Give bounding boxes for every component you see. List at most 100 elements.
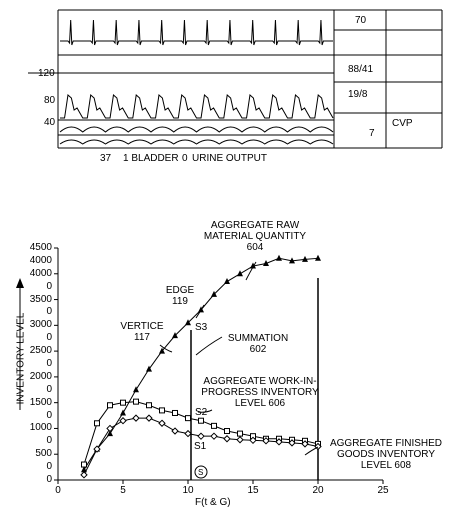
y-tick-label-minor: 0: [46, 306, 52, 318]
scale-80: 80: [44, 95, 56, 106]
vertice-line-1: VERTICE: [120, 321, 164, 332]
y-tick-label-minor: 0: [46, 461, 52, 473]
finished-line-1: AGGREGATE FINISHED: [329, 438, 443, 449]
data-point-diamond: [80, 471, 88, 479]
annotation-leaders: [159, 261, 319, 456]
reading-pap: 19/8: [348, 89, 368, 100]
data-point-diamond: [132, 414, 140, 422]
data-point-triangle: [276, 254, 282, 261]
y-tick-label: 3000: [29, 319, 52, 331]
data-point-triangle: [211, 290, 217, 297]
data-point-diamond: [158, 419, 166, 427]
x-tick-label: 15: [247, 485, 259, 496]
urine-value: 0: [182, 153, 188, 164]
y-tick-label: 1000: [29, 422, 52, 434]
finished-line-2: GOODS INVENTORY: [337, 449, 435, 460]
data-point-triangle: [263, 259, 269, 266]
x-tick-marks: [57, 480, 384, 484]
s-circle-label: S: [198, 468, 204, 477]
scale-40: 40: [44, 117, 56, 128]
raw-material-line-3: 604: [246, 242, 264, 253]
data-point-square: [94, 420, 100, 427]
data-point-diamond: [288, 439, 296, 447]
y-tick-label: 2000: [29, 370, 52, 382]
summation-line-1: SUMMATION: [227, 333, 289, 344]
data-point-diamond: [223, 435, 231, 443]
y-tick-label: 3500: [29, 293, 52, 305]
wip-line-2: PROGRESS INVENTORY: [201, 387, 319, 398]
data-point-diamond: [262, 437, 270, 445]
data-point-diamond: [145, 414, 153, 422]
data-point-triangle: [185, 319, 191, 326]
urine-label: URINE OUTPUT: [192, 153, 267, 164]
vertice-line-2: 117: [134, 332, 150, 343]
y-tick-label: 4000: [29, 267, 52, 279]
y-tick-label-minor: 0: [46, 383, 52, 395]
y-tick-label-minor: 0: [46, 280, 52, 292]
data-point-triangle: [107, 430, 113, 437]
cvp-label: CVP: [392, 118, 413, 129]
y-tick-label: 500: [35, 448, 52, 460]
data-point-diamond: [236, 436, 244, 444]
y-tick-label: 1500: [29, 396, 52, 408]
data-point-diamond: [249, 436, 257, 445]
data-point-square: [107, 402, 113, 409]
x-axis-label: F(t & G): [195, 497, 231, 508]
vertice-annotation: VERTICE 117: [114, 321, 170, 343]
y-tick-label: 4500: [29, 242, 52, 253]
y-tick-label: 0: [46, 474, 52, 485]
data-point-diamond: [197, 432, 205, 440]
data-point-square: [185, 415, 191, 422]
data-point-square: [81, 461, 87, 468]
x-tick-label: 5: [120, 485, 126, 496]
data-point-square: [146, 402, 152, 409]
data-point-diamond: [171, 427, 179, 435]
finished-annotation: AGGREGATE FINISHED GOODS INVENTORY LEVEL…: [326, 438, 446, 471]
wip-annotation: AGGREGATE WORK-IN- PROGRESS INVENTORY LE…: [196, 376, 324, 409]
x-tick-label: 20: [312, 485, 324, 496]
graph-axes: [57, 248, 383, 481]
data-point-diamond: [106, 424, 114, 433]
data-point-triangle: [159, 347, 165, 354]
data-point-triangle: [146, 365, 152, 372]
y-tick-label-minor: 0: [46, 409, 52, 421]
edge-line-2: 119: [172, 296, 188, 307]
raw-material-line-2: MATERIAL QUANTITY: [203, 231, 307, 242]
data-point-square: [224, 428, 230, 435]
data-point-square: [237, 430, 243, 437]
reading-cvp: 7: [369, 128, 375, 139]
wip-line-3: LEVEL 606: [234, 398, 286, 409]
y-tick-label: 2500: [29, 345, 52, 357]
data-point-triangle: [81, 466, 87, 473]
summation-line-2: 602: [249, 344, 267, 355]
bladder-label: 1 BLADDER: [123, 153, 179, 164]
finished-line-3: LEVEL 608: [360, 460, 412, 471]
data-point-triangle: [120, 409, 126, 416]
raw-material-annotation: AGGREGATE RAW MATERIAL QUANTITY 604: [200, 220, 310, 253]
monitor-frame: [28, 9, 443, 149]
data-point-triangle: [224, 278, 230, 285]
ecg-waveform: [60, 19, 333, 46]
data-point-square: [211, 422, 217, 429]
y-tick-marks: [54, 247, 58, 481]
y-tick-label-minor: 0: [46, 358, 52, 369]
data-point-square: [133, 398, 139, 405]
s-circle: [194, 465, 208, 479]
s3-label: S3: [195, 322, 208, 333]
reading-hr: 70: [355, 15, 367, 26]
data-point-diamond: [210, 432, 218, 440]
temp-value: 37: [100, 153, 112, 164]
y-axis-label: INVENTORY LEVEL: [15, 312, 27, 405]
s1-label: S1: [194, 441, 207, 452]
data-point-diamond: [301, 440, 309, 448]
arterial-waveform: [60, 94, 334, 119]
data-point-square: [198, 417, 204, 424]
data-point-diamond: [275, 438, 283, 446]
data-point-diamond: [93, 445, 101, 453]
cvp-waveform-2: [59, 139, 334, 145]
scale-120: 120: [38, 68, 55, 79]
summation-annotation: SUMMATION 602: [222, 333, 294, 355]
data-point-triangle: [315, 254, 321, 261]
data-point-diamond: [184, 429, 192, 438]
